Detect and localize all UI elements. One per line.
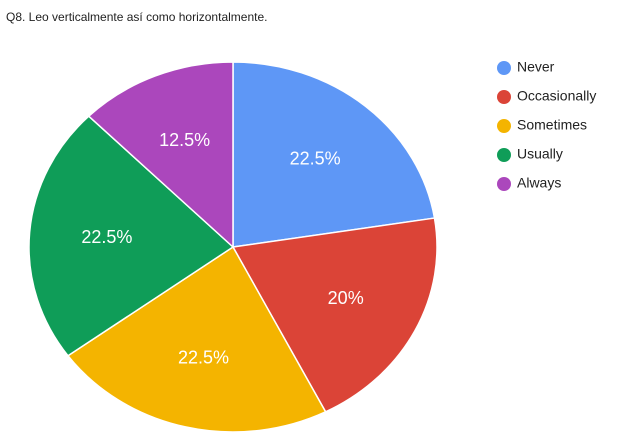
- slice-label: 22.5%: [290, 149, 341, 169]
- slice-label: 22.5%: [81, 227, 132, 247]
- legend-swatch: [497, 148, 511, 162]
- pie-slice: [87, 61, 234, 249]
- slice-label: 12.5%: [159, 130, 210, 150]
- chart-title: Q8. Leo verticalmente así como horizonta…: [6, 10, 267, 24]
- legend-swatch: [497, 177, 511, 191]
- legend-label: Sometimes: [517, 117, 587, 133]
- pie-slice: [232, 61, 436, 248]
- slice-label: 20%: [328, 288, 364, 308]
- pie-slice: [66, 245, 327, 433]
- pie-slice: [28, 115, 235, 357]
- slice-label: 22.5%: [178, 347, 229, 367]
- legend-label: Usually: [517, 146, 563, 162]
- pie-slice: [231, 217, 438, 413]
- legend-swatch: [497, 90, 511, 104]
- legend-swatch: [497, 119, 511, 133]
- legend-label: Never: [517, 59, 555, 75]
- legend-label: Occasionally: [517, 88, 596, 104]
- legend-swatch: [497, 61, 511, 75]
- legend-label: Always: [517, 175, 561, 191]
